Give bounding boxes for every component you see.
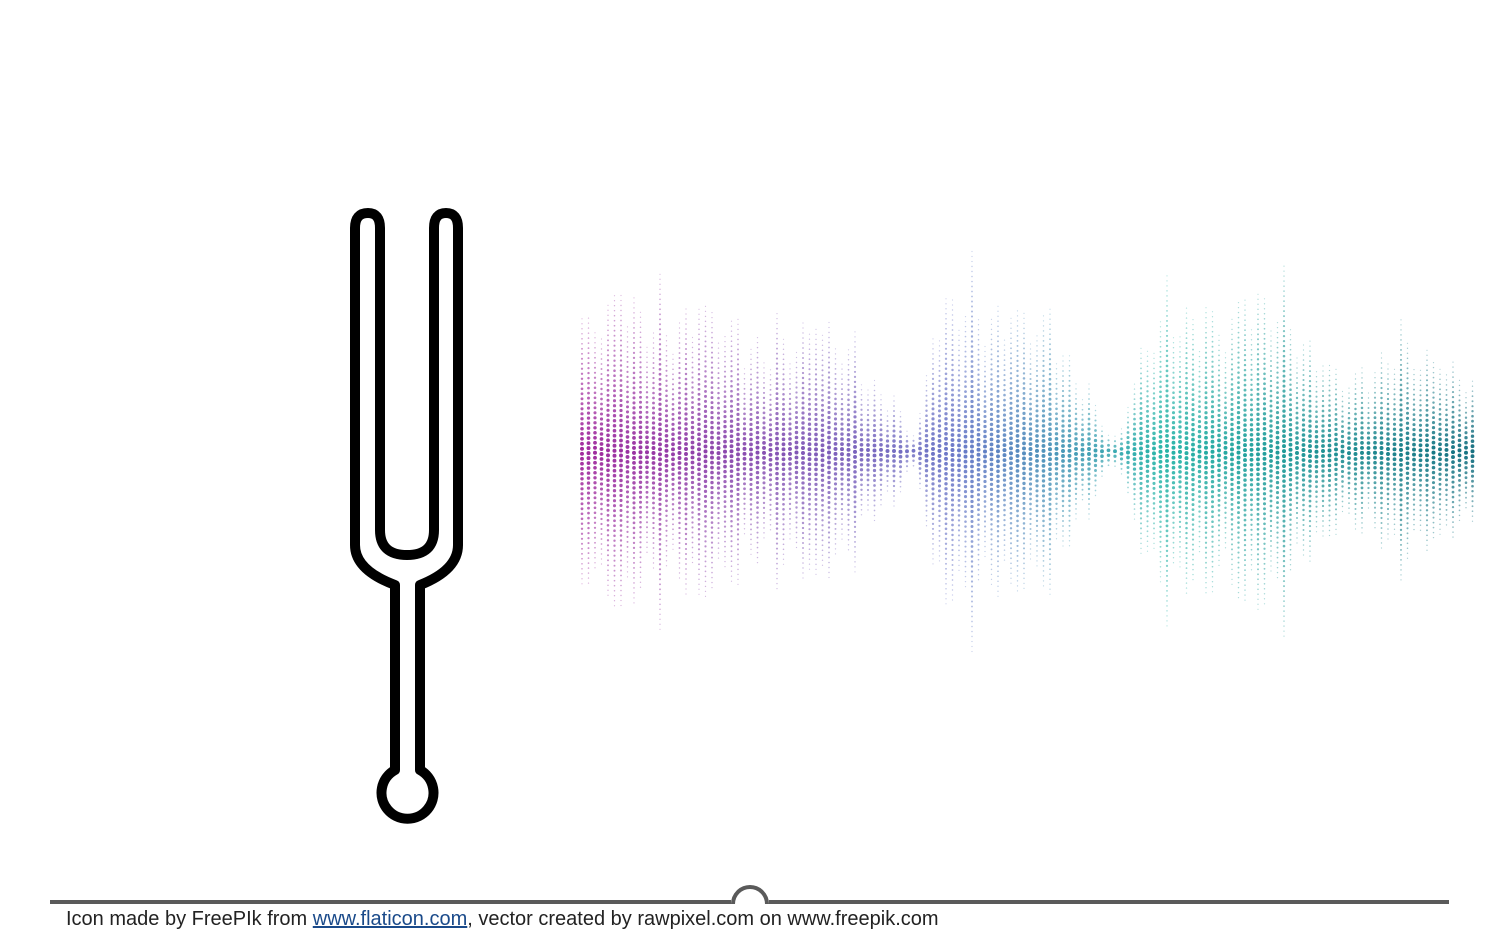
attribution-part2: , vector created by rawpixel.com on www.… — [467, 908, 939, 930]
attribution-text: Icon made by FreePIk from www.flaticon.c… — [66, 908, 939, 931]
timeline-handle-icon[interactable] — [731, 885, 769, 905]
timeline-rule — [50, 885, 1449, 905]
sound-wave-icon — [580, 250, 1475, 653]
tuning-fork-icon — [350, 208, 463, 824]
flaticon-link[interactable]: www.flaticon.com — [312, 908, 468, 930]
attribution-part1: Icon made by FreePIk from — [66, 908, 313, 930]
